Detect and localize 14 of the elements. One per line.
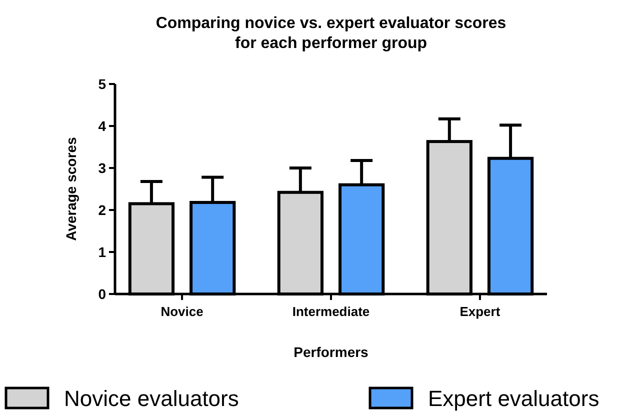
y-tick-label: 2	[98, 202, 106, 218]
x-tick-label: Novice	[160, 304, 204, 319]
y-tick-label: 4	[98, 118, 106, 134]
x-axis-title: Performers	[294, 344, 369, 360]
legend-label: Novice evaluators	[64, 386, 239, 411]
legend-label: Expert evaluators	[428, 386, 600, 411]
chart-title: Comparing novice vs. expert evaluator scores for each performer group	[156, 15, 506, 52]
y-tick-label: 0	[98, 286, 106, 302]
y-axis-title: Average scores	[63, 136, 79, 241]
x-tick-label: Expert	[460, 304, 501, 319]
y-tick-label: 3	[98, 160, 106, 176]
y-tick-label: 1	[98, 244, 106, 260]
x-tick-label: Intermediate	[292, 304, 370, 319]
y-tick-label: 5	[98, 76, 106, 92]
